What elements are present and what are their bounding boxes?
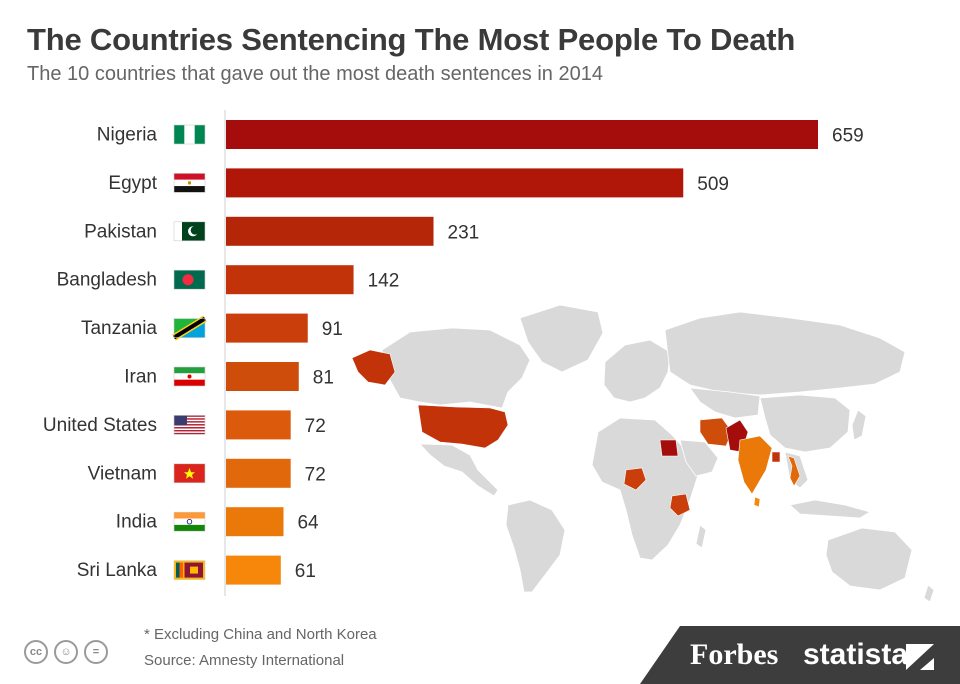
category-label: India xyxy=(116,512,158,533)
iran-flag-icon xyxy=(173,366,206,387)
egypt-flag-icon xyxy=(173,173,206,193)
arabia-shape xyxy=(679,439,719,477)
chart-area: Nigeria 659 Egypt 509 Pakistan 231 Bangladesh 1… xyxy=(43,110,935,603)
forbes-logo[interactable]: Forbes xyxy=(690,638,779,671)
bar xyxy=(226,265,354,295)
mexico-shape xyxy=(419,443,499,497)
indonesia-shape xyxy=(789,499,872,519)
bar xyxy=(226,555,281,585)
map-iran xyxy=(699,417,733,447)
category-label: Bangladesh xyxy=(57,270,157,291)
value-label: 231 xyxy=(448,222,480,243)
sri-lanka-flag-icon xyxy=(173,560,206,580)
new-zealand-shape xyxy=(923,584,935,603)
map-united-states xyxy=(417,404,509,449)
india-flag-icon xyxy=(173,511,206,532)
statista-logo[interactable]: statista xyxy=(803,638,909,671)
license-icons: cc ☺ = xyxy=(24,640,108,664)
map-bangladesh xyxy=(771,451,781,463)
category-label: Tanzania xyxy=(81,318,157,339)
source-note: Source: Amnesty International xyxy=(144,652,345,669)
map-sri-lanka xyxy=(753,496,761,508)
map-nigeria xyxy=(623,467,647,491)
value-label: 72 xyxy=(305,464,326,485)
canada-shape xyxy=(381,327,531,409)
value-label: 61 xyxy=(295,561,316,582)
bar xyxy=(226,313,308,343)
map-egypt xyxy=(659,439,679,457)
category-label: Vietnam xyxy=(88,463,157,484)
category-label: Pakistan xyxy=(84,221,157,242)
chart-title: The Countries Sentencing The Most People… xyxy=(27,22,796,57)
pakistan-flag-icon xyxy=(173,221,206,242)
map-alaska xyxy=(351,349,396,386)
central-asia-shape xyxy=(689,387,761,419)
bar xyxy=(226,216,434,246)
bar xyxy=(226,458,291,488)
china-shape xyxy=(759,394,851,453)
europe-shape xyxy=(603,339,671,403)
category-label: Egypt xyxy=(108,173,157,194)
tanzania-flag-icon xyxy=(172,315,207,341)
value-label: 64 xyxy=(297,513,319,534)
statista-icon xyxy=(906,644,934,670)
greenland-shape xyxy=(519,304,604,373)
map-vietnam xyxy=(787,455,801,487)
cc-icon[interactable]: cc xyxy=(24,640,48,664)
bar xyxy=(226,120,818,149)
vietnam-flag-icon xyxy=(173,463,206,484)
bar xyxy=(226,410,291,440)
bars-layer: Nigeria 659 Egypt 509 Pakistan 231 Bangladesh 1… xyxy=(43,120,864,585)
map-tanzania xyxy=(669,493,691,517)
value-label: 81 xyxy=(313,368,334,389)
australia-shape xyxy=(825,527,913,591)
value-label: 659 xyxy=(832,126,864,147)
africa-shape xyxy=(591,417,699,561)
bar xyxy=(226,507,284,537)
bar xyxy=(226,168,684,198)
chart-subtitle: The 10 countries that gave out the most … xyxy=(27,63,603,85)
bangladesh-flag-icon xyxy=(173,269,206,290)
value-label: 509 xyxy=(697,174,729,195)
category-label: Nigeria xyxy=(97,125,158,146)
category-label: United States xyxy=(43,415,157,436)
value-label: 142 xyxy=(368,271,400,292)
madagascar-shape xyxy=(695,524,707,549)
map-india xyxy=(737,435,773,495)
value-label: 91 xyxy=(322,319,343,340)
bar xyxy=(226,362,299,391)
category-label: Sri Lanka xyxy=(77,560,158,581)
category-label: Iran xyxy=(124,367,157,388)
nd-icon[interactable]: = xyxy=(84,640,108,664)
by-icon[interactable]: ☺ xyxy=(54,640,78,664)
usa-flag-icon xyxy=(173,415,206,435)
japan-shape xyxy=(851,409,867,441)
russia-shape xyxy=(664,311,906,396)
world-map xyxy=(351,304,935,603)
nigeria-flag-icon xyxy=(173,124,206,145)
value-label: 72 xyxy=(305,416,326,437)
footnote: * Excluding China and North Korea xyxy=(144,626,377,643)
south-america-shape xyxy=(505,499,566,593)
